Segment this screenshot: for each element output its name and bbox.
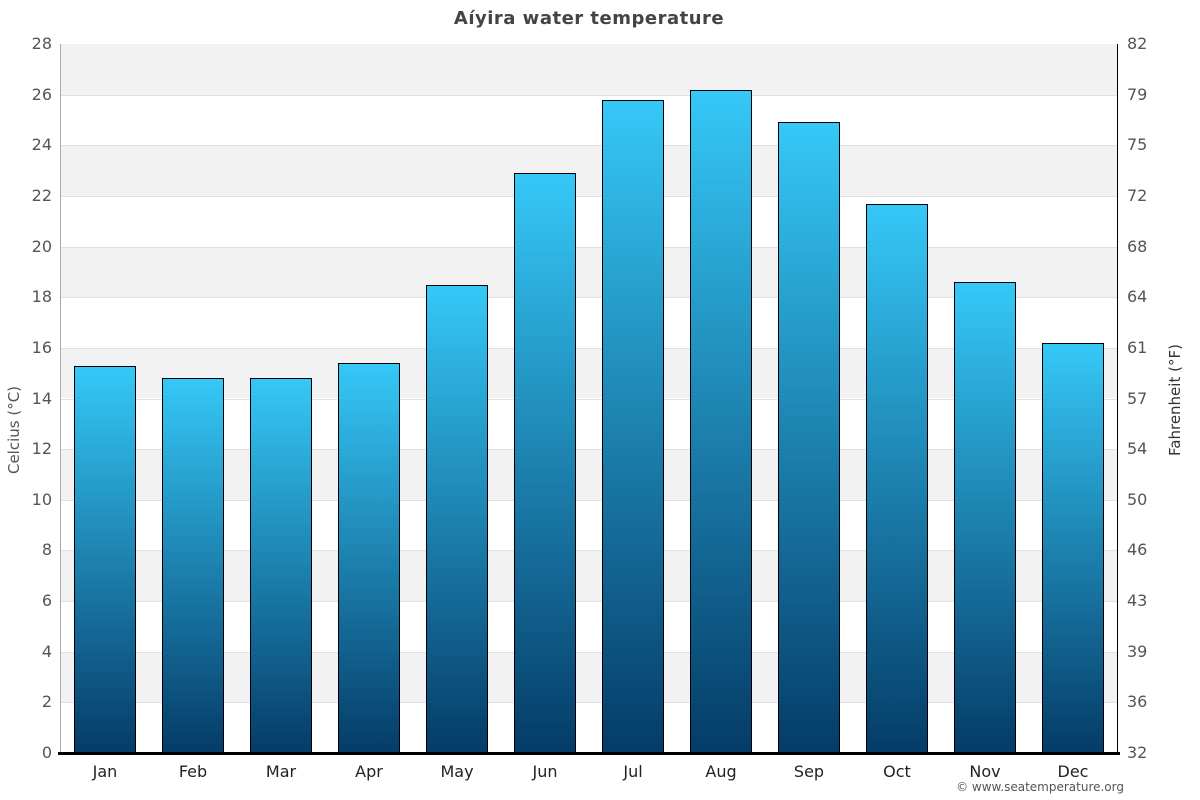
x-tick-mar: Mar	[265, 762, 297, 781]
x-axis-baseline	[58, 752, 1120, 755]
gridline	[61, 499, 1117, 501]
right-axis-title: Fahrenheit (°F)	[1166, 344, 1184, 456]
y-tick-left-18: 18	[31, 287, 52, 307]
grid-band	[61, 94, 1117, 146]
bar-nov	[954, 282, 1016, 753]
bar-may	[426, 284, 488, 753]
y-tick-left-16: 16	[31, 337, 52, 357]
x-tick-may: May	[440, 762, 474, 781]
y-tick-left-20: 20	[31, 236, 52, 256]
grid-band	[61, 499, 1117, 551]
y-tick-left-6: 6	[41, 591, 52, 611]
y-tick-left-10: 10	[31, 489, 52, 509]
y-tick-right-64: 64	[1127, 287, 1148, 307]
y-tick-right-43: 43	[1127, 591, 1148, 611]
bar-jan	[74, 365, 136, 753]
grid-band	[61, 449, 1117, 500]
x-tick-aug: Aug	[705, 762, 737, 781]
gridline	[61, 702, 1117, 704]
y-tick-left-0: 0	[41, 743, 52, 762]
plot-area	[61, 44, 1117, 753]
y-tick-right-61: 61	[1127, 337, 1148, 357]
grid-band	[61, 145, 1117, 196]
gridline	[61, 398, 1117, 400]
x-tick-nov: Nov	[969, 762, 1001, 781]
x-tick-jul: Jul	[623, 762, 643, 781]
y-tick-right-72: 72	[1127, 185, 1148, 205]
y-tick-right-36: 36	[1127, 692, 1148, 712]
bar-aug	[690, 89, 752, 753]
x-tick-apr: Apr	[355, 762, 383, 781]
y-tick-left-24: 24	[31, 135, 52, 155]
gridline	[61, 347, 1117, 349]
grid-band	[61, 44, 1117, 95]
y-tick-right-79: 79	[1127, 84, 1148, 104]
y-tick-right-39: 39	[1127, 641, 1148, 661]
y-tick-left-28: 28	[31, 34, 52, 53]
grid-band	[61, 601, 1117, 652]
gridline	[61, 601, 1117, 603]
left-axis-line	[60, 44, 61, 753]
gridline	[61, 651, 1117, 653]
bar-oct	[866, 203, 928, 753]
grid-band	[61, 702, 1117, 753]
grid-band	[61, 651, 1117, 703]
x-tick-sep: Sep	[793, 762, 825, 781]
bar-dec	[1042, 342, 1104, 753]
bar-jun	[514, 173, 576, 753]
right-axis-line	[1117, 44, 1118, 753]
y-tick-left-8: 8	[41, 540, 52, 560]
y-tick-left-14: 14	[31, 388, 52, 408]
gridline	[61, 94, 1117, 96]
bar-jul	[602, 99, 664, 753]
gridline	[61, 550, 1117, 552]
grid-band	[61, 195, 1117, 247]
bar-mar	[250, 378, 312, 753]
gridline	[61, 297, 1117, 299]
grid-band	[61, 297, 1117, 348]
y-tick-right-75: 75	[1127, 135, 1148, 155]
y-tick-left-22: 22	[31, 185, 52, 205]
y-tick-right-54: 54	[1127, 439, 1148, 459]
gridline	[61, 195, 1117, 197]
bar-apr	[338, 363, 400, 753]
y-tick-right-57: 57	[1127, 388, 1148, 408]
x-tick-jun: Jun	[532, 762, 558, 781]
y-tick-right-68: 68	[1127, 236, 1148, 256]
bar-feb	[162, 378, 224, 753]
grid-band	[61, 550, 1117, 602]
x-tick-oct: Oct	[883, 762, 911, 781]
copyright-text: © www.seatemperature.org	[956, 780, 1124, 794]
gridline	[61, 449, 1117, 451]
chart-title: Aíyira water temperature	[453, 8, 725, 29]
y-tick-right-46: 46	[1127, 540, 1148, 560]
gridline	[61, 145, 1117, 147]
y-tick-left-12: 12	[31, 439, 52, 459]
x-tick-jan: Jan	[92, 762, 118, 781]
y-tick-left-26: 26	[31, 84, 52, 104]
gridline	[61, 246, 1117, 248]
grid-band	[61, 347, 1117, 399]
bar-sep	[778, 122, 840, 753]
x-tick-feb: Feb	[178, 762, 208, 781]
x-tick-dec: Dec	[1057, 762, 1089, 781]
y-tick-right-50: 50	[1127, 489, 1148, 509]
y-tick-left-2: 2	[41, 692, 52, 712]
grid-band	[61, 246, 1117, 298]
y-tick-left-4: 4	[41, 641, 52, 661]
y-tick-right-82: 82	[1127, 34, 1148, 53]
y-tick-right-32: 32	[1127, 743, 1148, 762]
grid-band	[61, 398, 1117, 450]
